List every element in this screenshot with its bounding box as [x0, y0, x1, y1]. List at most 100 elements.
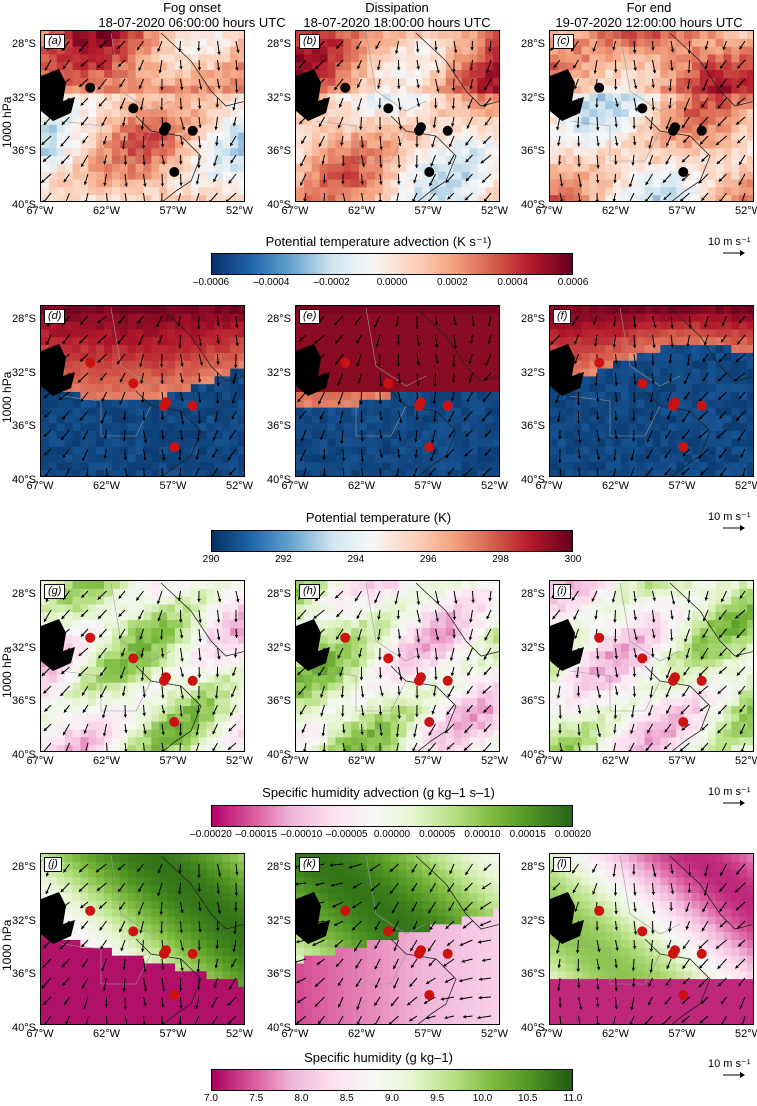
wind-arrowhead [140, 948, 145, 952]
wind-arrowhead [559, 199, 564, 201]
wind-arrowhead [395, 474, 399, 476]
x-tick-label: 67°W [26, 205, 54, 217]
wind-vector [43, 192, 52, 201]
wind-arrowhead [125, 201, 129, 202]
x-tick-label: 52°W [734, 480, 757, 492]
wind-arrowhead [612, 198, 617, 201]
station-marker [594, 82, 605, 93]
border-path [315, 32, 427, 162]
map-panel-f: (f) [549, 305, 754, 477]
wind-arrowhead [78, 673, 82, 677]
wind-arrowhead [161, 988, 166, 992]
wind-arrowhead [100, 672, 104, 676]
wind-vector [629, 742, 635, 751]
wind-arrowhead [464, 907, 468, 911]
wind-arrowhead [593, 321, 597, 325]
wind-arrowhead [718, 178, 723, 182]
wind-arrowhead [415, 695, 419, 699]
wind-arrowhead [138, 320, 142, 324]
wind-arrowhead [157, 869, 161, 874]
wind-arrowhead [216, 323, 220, 327]
wind-arrowhead [83, 1005, 87, 1009]
vector-reference-arrow [723, 1072, 745, 1078]
wind-arrowhead [649, 399, 654, 403]
x-tick-label: 62°W [601, 1028, 630, 1040]
wind-arrowhead [337, 401, 342, 405]
wind-arrowhead [318, 672, 322, 676]
wind-arrowhead [119, 83, 123, 88]
wind-arrowhead [578, 1006, 583, 1010]
wind-vector [662, 1015, 672, 1024]
station-marker [416, 672, 426, 683]
wind-arrowhead [631, 162, 635, 166]
colorbar-tick-label: 0.00010 [464, 829, 501, 840]
colorbar-1 [211, 253, 573, 275]
wind-arrowhead [578, 475, 582, 476]
wind-arrowhead [614, 911, 618, 915]
station-marker [442, 675, 453, 686]
station-marker [594, 905, 605, 916]
wind-arrowhead [451, 379, 456, 383]
colorbar-2 [211, 530, 573, 552]
wind-arrowhead [685, 655, 689, 659]
wind-arrowhead [681, 177, 686, 181]
wind-arrowhead [553, 380, 557, 384]
x-tick-label: 67°W [281, 755, 309, 767]
wind-arrowhead [685, 926, 689, 930]
station-marker [442, 400, 453, 411]
wind-arrowhead [178, 1022, 182, 1024]
wind-arrowhead [555, 102, 559, 106]
wind-arrowhead [196, 438, 201, 442]
wind-vector [296, 920, 307, 923]
wind-arrowhead [448, 434, 453, 438]
wind-arrowhead [160, 87, 164, 91]
wind-arrowhead [701, 197, 705, 201]
panel-label-k: (k) [299, 857, 320, 872]
wind-vector [65, 467, 70, 476]
wind-arrowhead [649, 948, 654, 952]
wind-arrowhead [358, 654, 362, 658]
wind-arrowhead [138, 341, 142, 346]
wind-arrowhead [335, 595, 339, 599]
wind-arrowhead [557, 161, 562, 165]
wind-arrowhead [576, 693, 581, 697]
wind-arrowhead [471, 323, 476, 327]
wind-arrowhead [397, 692, 401, 696]
y-tick-label: 36°S [521, 145, 545, 157]
wind-arrowhead [121, 146, 126, 150]
wind-arrowhead [687, 51, 692, 54]
wind-arrowhead [577, 732, 581, 736]
colorbar-tick-label: –0.0006 [192, 277, 230, 288]
wind-vector [195, 742, 200, 751]
y-tick-label: 40°S [267, 748, 291, 761]
x-tick-label: 62°W [347, 480, 376, 492]
wind-arrowhead [354, 947, 358, 952]
wind-arrowhead [593, 343, 598, 347]
station-marker [340, 905, 351, 916]
y-tick-label: 28°S [267, 588, 291, 600]
wind-arrowhead [143, 439, 148, 443]
panel-label-g: (g) [44, 584, 66, 599]
wind-arrowhead [698, 690, 702, 694]
wind-arrowhead [100, 420, 104, 424]
wind-arrowhead [649, 694, 653, 698]
wind-arrowhead [236, 599, 240, 603]
wind-vector [143, 192, 145, 201]
wind-arrowhead [208, 200, 211, 201]
wind-arrowhead [464, 729, 468, 734]
wind-arrowhead [412, 474, 417, 476]
wind-vector [741, 742, 746, 751]
x-tick-label: 52°W [480, 1028, 509, 1040]
wind-arrowhead [685, 908, 689, 912]
wind-arrowhead [80, 633, 85, 637]
wind-arrowhead [236, 49, 240, 53]
wind-arrowhead [648, 712, 652, 716]
colorbar-tick-label: 298 [492, 554, 509, 565]
wind-arrowhead [234, 619, 238, 623]
station-marker [442, 948, 453, 959]
wind-arrowhead [613, 180, 617, 184]
wind-arrowhead [318, 377, 322, 381]
panel-label-d: (d) [44, 309, 66, 324]
wind-arrowhead [60, 692, 64, 697]
wind-arrowhead [377, 105, 382, 109]
